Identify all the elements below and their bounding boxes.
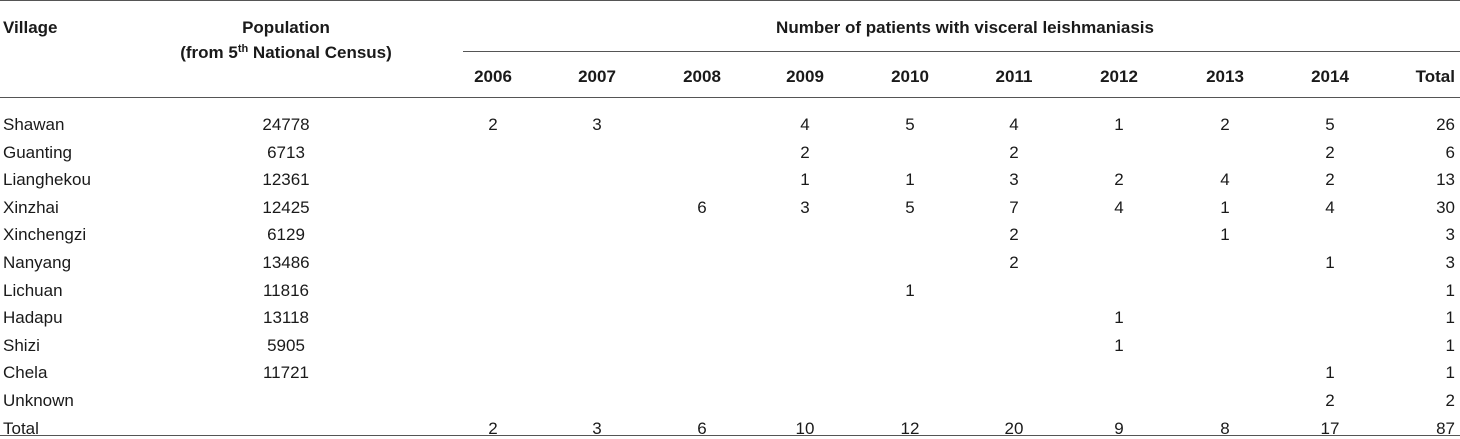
header-year-2009: 2009 bbox=[786, 67, 824, 86]
village-cell: Unknown bbox=[3, 391, 74, 410]
count-cell: 3 bbox=[800, 198, 810, 217]
header-year-2014: 2014 bbox=[1311, 67, 1349, 86]
header-village: Village bbox=[3, 18, 58, 37]
header-population: Population bbox=[242, 18, 330, 37]
count-cell: 2 bbox=[1325, 391, 1335, 410]
total-cell: 1 bbox=[1445, 308, 1455, 327]
table-top-rule bbox=[0, 0, 1460, 1]
count-cell: 2 bbox=[1009, 253, 1019, 272]
count-cell: 1 bbox=[1325, 253, 1335, 272]
total-cell: 87 bbox=[1436, 419, 1455, 438]
population-cell: 24778 bbox=[262, 115, 310, 134]
header-population-source: (from 5th National Census) bbox=[180, 43, 392, 62]
population-cell: 12361 bbox=[262, 170, 310, 189]
count-cell: 2 bbox=[1325, 143, 1335, 162]
header-year-2012: 2012 bbox=[1100, 67, 1138, 86]
village-cell: Lichuan bbox=[3, 281, 63, 300]
village-cell: Lianghekou bbox=[3, 170, 91, 189]
count-cell: 4 bbox=[1220, 170, 1230, 189]
population-cell: 11816 bbox=[262, 281, 310, 300]
count-cell: 4 bbox=[1114, 198, 1124, 217]
header-year-2007: 2007 bbox=[578, 67, 616, 86]
count-cell: 1 bbox=[1220, 198, 1230, 217]
village-cell: Shizi bbox=[3, 336, 40, 355]
count-cell: 1 bbox=[1114, 308, 1124, 327]
population-cell: 13486 bbox=[262, 253, 310, 272]
count-cell: 10 bbox=[795, 419, 815, 438]
header-total: Total bbox=[1415, 67, 1455, 86]
count-cell: 2 bbox=[1009, 143, 1019, 162]
header-year-2010: 2010 bbox=[891, 67, 929, 86]
count-cell: 2 bbox=[800, 143, 810, 162]
count-cell: 1 bbox=[905, 170, 915, 189]
total-cell: 1 bbox=[1445, 363, 1455, 382]
count-cell: 2 bbox=[1114, 170, 1124, 189]
total-cell: 3 bbox=[1445, 225, 1455, 244]
village-cell: Guanting bbox=[3, 143, 72, 162]
count-cell: 1 bbox=[1220, 225, 1230, 244]
village-cell: Hadapu bbox=[3, 308, 63, 327]
total-cell: 13 bbox=[1436, 170, 1455, 189]
village-cell: Total bbox=[3, 419, 39, 438]
count-cell: 5 bbox=[905, 115, 915, 134]
header-year-2013: 2013 bbox=[1206, 67, 1244, 86]
count-cell: 5 bbox=[1325, 115, 1335, 134]
count-cell: 4 bbox=[1009, 115, 1019, 134]
count-cell: 6 bbox=[697, 419, 707, 438]
count-cell: 20 bbox=[1004, 419, 1024, 438]
count-cell: 2 bbox=[1220, 115, 1230, 134]
count-cell: 1 bbox=[1114, 115, 1124, 134]
total-cell: 3 bbox=[1445, 253, 1455, 272]
header-year-2008: 2008 bbox=[683, 67, 721, 86]
count-cell: 4 bbox=[800, 115, 810, 134]
total-cell: 1 bbox=[1445, 336, 1455, 355]
population-cell: 6713 bbox=[267, 143, 305, 162]
population-cell: 13118 bbox=[262, 308, 310, 327]
group-header-rule bbox=[463, 51, 1460, 52]
population-cell: 11721 bbox=[262, 363, 310, 382]
count-cell: 5 bbox=[905, 198, 915, 217]
count-cell: 7 bbox=[1009, 198, 1019, 217]
village-cell: Chela bbox=[3, 363, 48, 382]
count-cell: 2 bbox=[1325, 170, 1335, 189]
village-cell: Shawan bbox=[3, 115, 65, 134]
population-cell: 6129 bbox=[267, 225, 305, 244]
count-cell: 17 bbox=[1320, 419, 1340, 438]
village-cell: Nanyang bbox=[3, 253, 72, 272]
count-cell: 2 bbox=[488, 115, 498, 134]
count-cell: 6 bbox=[697, 198, 707, 217]
count-cell: 1 bbox=[905, 281, 915, 300]
count-cell: 3 bbox=[592, 419, 602, 438]
count-cell: 4 bbox=[1325, 198, 1335, 217]
total-cell: 2 bbox=[1445, 391, 1455, 410]
total-cell: 1 bbox=[1445, 281, 1455, 300]
count-cell: 1 bbox=[1114, 336, 1124, 355]
total-cell: 26 bbox=[1436, 115, 1455, 134]
count-cell: 1 bbox=[800, 170, 810, 189]
population-cell: 5905 bbox=[267, 336, 305, 355]
count-cell: 1 bbox=[1325, 363, 1335, 382]
count-cell: 8 bbox=[1220, 419, 1230, 438]
header-year-2011: 2011 bbox=[995, 67, 1033, 86]
count-cell: 12 bbox=[900, 419, 920, 438]
total-cell: 30 bbox=[1436, 198, 1455, 217]
count-cell: 9 bbox=[1114, 419, 1124, 438]
header-bottom-rule bbox=[0, 97, 1460, 98]
count-cell: 3 bbox=[1009, 170, 1019, 189]
village-cell: Xinchengzi bbox=[3, 225, 87, 244]
population-cell: 12425 bbox=[262, 198, 310, 217]
count-cell: 2 bbox=[488, 419, 498, 438]
village-cell: Xinzhai bbox=[3, 198, 59, 217]
total-cell: 6 bbox=[1445, 143, 1455, 162]
count-cell: 3 bbox=[592, 115, 602, 134]
header-year-2006: 2006 bbox=[474, 67, 512, 86]
header-group-label: Number of patients with visceral leishma… bbox=[776, 18, 1154, 37]
count-cell: 2 bbox=[1009, 225, 1019, 244]
